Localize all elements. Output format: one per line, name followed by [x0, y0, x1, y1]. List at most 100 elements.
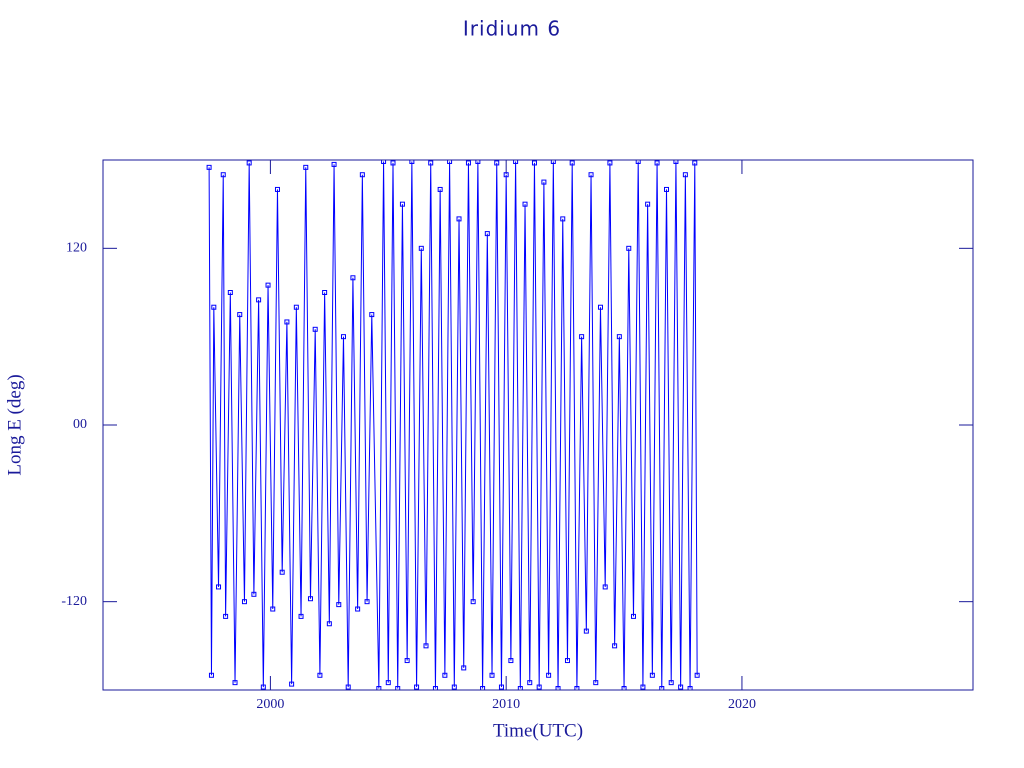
data-point [437, 186, 443, 192]
chart-title: Iridium 6 [463, 17, 561, 41]
data-point [513, 160, 519, 164]
data-point [498, 684, 504, 690]
data-point [546, 672, 552, 678]
data-point [232, 680, 238, 686]
data-point [550, 160, 556, 164]
data-point [260, 684, 266, 690]
data-point [484, 231, 490, 237]
data-point [293, 304, 299, 310]
data-point [579, 334, 585, 340]
x-axis-label: Time(UTC) [493, 720, 583, 741]
data-point [640, 684, 646, 690]
data-point [303, 164, 309, 170]
data-point [246, 160, 252, 166]
data-point [583, 628, 589, 634]
data-point [206, 164, 212, 170]
data-point [541, 179, 547, 185]
data-point [531, 160, 537, 166]
data-point [404, 658, 410, 664]
data-point [536, 684, 542, 690]
data-point [465, 160, 471, 166]
y-axis-label: Long E (deg) [4, 374, 25, 475]
y-tick-label: 00 [73, 417, 87, 432]
data-point [381, 160, 387, 164]
data-point [682, 172, 688, 178]
data-point [211, 304, 217, 310]
data-point [560, 216, 566, 222]
data-point [208, 672, 214, 678]
data-point [635, 160, 641, 164]
data-point [336, 602, 342, 608]
data-point [607, 160, 613, 166]
data-point [597, 304, 603, 310]
data-point [645, 201, 651, 207]
data-line [208, 161, 698, 689]
data-point [694, 672, 700, 678]
data-point [418, 245, 424, 251]
data-point [369, 312, 375, 318]
data-point [673, 160, 679, 164]
data-point [265, 282, 271, 288]
y-tick-label: -120 [61, 594, 87, 609]
x-tick-label: 2000 [256, 697, 284, 712]
data-point [678, 684, 684, 690]
data-point [659, 686, 665, 690]
data-point [289, 681, 295, 687]
data-point [274, 186, 280, 192]
data-point [331, 161, 337, 167]
data-point [220, 172, 226, 178]
data-point [340, 334, 346, 340]
data-point [522, 201, 528, 207]
data-point [588, 172, 594, 178]
data-point [668, 680, 674, 686]
data-point [564, 658, 570, 664]
data-point [626, 245, 632, 251]
y-tick-label: 120 [66, 241, 87, 256]
data-point [223, 613, 229, 619]
data-point [399, 201, 405, 207]
data-point [395, 686, 401, 690]
data-point [312, 326, 318, 332]
data-point [489, 672, 495, 678]
data-point [470, 599, 476, 605]
data-point [270, 606, 276, 612]
data-point [451, 684, 457, 690]
data-point [326, 621, 332, 627]
data-point [663, 186, 669, 192]
data-point [692, 160, 698, 166]
data-point [503, 172, 509, 178]
data-point [574, 686, 580, 690]
data-point [414, 684, 420, 690]
data-point [456, 216, 462, 222]
data-point [432, 686, 438, 690]
data-point [630, 613, 636, 619]
data-point [359, 172, 365, 178]
data-point [279, 569, 285, 575]
data-point [475, 160, 481, 164]
data-point [517, 686, 523, 690]
data-point [612, 643, 618, 649]
data-point [251, 591, 257, 597]
data-point [494, 160, 500, 166]
data-point [687, 686, 693, 690]
data-point [527, 680, 533, 686]
data-point [409, 160, 415, 164]
data-point [345, 684, 351, 690]
data-point [350, 275, 356, 281]
data-point [364, 599, 370, 605]
data-point [569, 160, 575, 166]
data-point [241, 599, 247, 605]
data-point [621, 686, 627, 690]
data-point [461, 665, 467, 671]
data-point [307, 596, 313, 602]
data-point [480, 686, 486, 690]
data-point [390, 160, 396, 166]
data-point [428, 160, 434, 166]
data-point [284, 319, 290, 325]
data-point [602, 584, 608, 590]
data-point [649, 672, 655, 678]
data-point [423, 643, 429, 649]
data-point [593, 680, 599, 686]
data-point [376, 686, 382, 690]
